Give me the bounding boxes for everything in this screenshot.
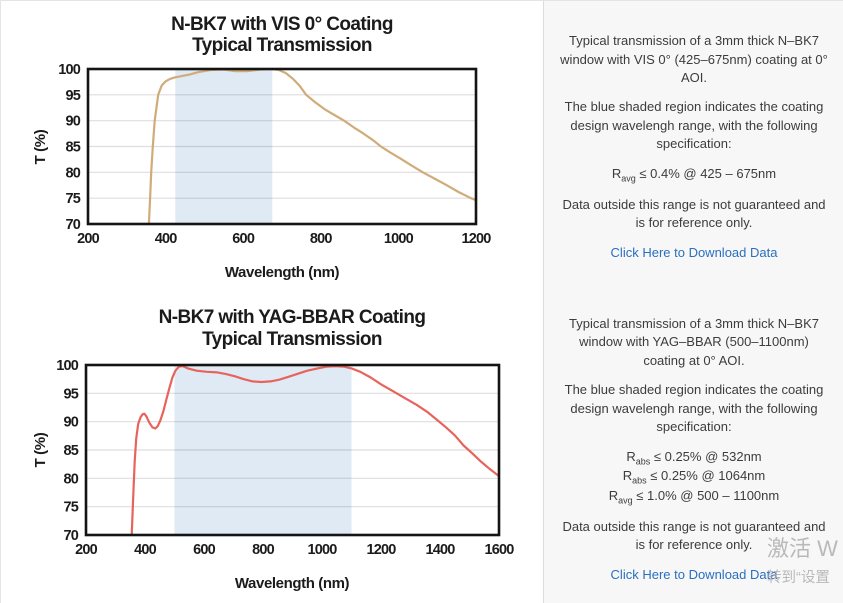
yag-y-axis-label: T (%) xyxy=(32,432,49,467)
y-tick-label: 95 xyxy=(63,386,78,402)
y-tick-label: 85 xyxy=(65,140,80,156)
x-tick-label: 200 xyxy=(77,231,100,247)
x-tick-label: 1000 xyxy=(384,231,414,247)
transmission-curve xyxy=(130,365,499,535)
spec-subscript: abs xyxy=(632,475,647,486)
plot-border xyxy=(86,67,478,226)
y-tick-label: 80 xyxy=(63,471,78,487)
vis-chart-cell: 70 75 80 85 90 95 100 200 400 600 800 1000 1200 N-BK… xyxy=(1,1,543,294)
x-tick-label: 1200 xyxy=(461,231,491,247)
vis-download-data-link[interactable]: Click Here to Download Data xyxy=(610,244,778,260)
spec-value: ≤ 0.25% @ 532nm xyxy=(650,448,762,464)
vis-spec-ravg: Ravg ≤ 0.4% @ 425 – 675nm xyxy=(612,165,776,185)
x-tick-label: 600 xyxy=(232,231,255,247)
x-tick-label: 400 xyxy=(134,542,157,558)
vis-coating-chart: 70 75 80 85 90 95 100 200 400 600 800 1000 1200 N-BK… xyxy=(32,14,492,281)
vis-description-panel: Typical transmission of a 3mm thick N–BK… xyxy=(543,1,843,294)
design-band xyxy=(174,365,352,535)
yag-chart-cell: 70 75 80 85 90 95 100 200 400 600 800 1000 1200 1400 1… xyxy=(1,290,543,603)
yag-spec-rabs-1064: Rabs ≤ 0.25% @ 1064nm xyxy=(609,467,779,487)
x-tick-label: 200 xyxy=(75,542,98,558)
x-tick-label: 1400 xyxy=(425,542,455,558)
vis-section: 70 75 80 85 90 95 100 200 400 600 800 1000 1200 N-BK… xyxy=(1,1,843,294)
yag-spec-rabs-532: Rabs ≤ 0.25% @ 532nm xyxy=(609,448,779,468)
yag-description-panel: Typical transmission of a 3mm thick N–BK… xyxy=(543,290,843,603)
vis-chart-subtitle: Typical Transmission xyxy=(192,35,372,56)
spec-value: ≤ 0.4% @ 425 – 675nm xyxy=(635,165,777,181)
x-tick-label: 1200 xyxy=(366,542,396,558)
yag-chart-title: N-BK7 with YAG-BBAR Coating xyxy=(159,307,426,328)
spec-subscript: avg xyxy=(618,495,633,506)
spec-base: R xyxy=(608,488,619,504)
spec-value: ≤ 0.25% @ 1064nm xyxy=(646,468,766,484)
spec-value: ≤ 1.0% @ 500 – 1100nm xyxy=(632,488,780,504)
yag-x-axis-label: Wavelength (nm) xyxy=(235,575,350,592)
y-tick-label: 90 xyxy=(65,114,80,130)
y-tick-label: 85 xyxy=(63,443,78,459)
y-tick-label: 70 xyxy=(65,217,80,233)
vis-description-3: Data outside this range is not guarantee… xyxy=(562,196,826,230)
spec-base: R xyxy=(622,468,633,484)
plot-border xyxy=(84,363,501,537)
x-tick-label: 800 xyxy=(252,542,275,558)
spec-base: R xyxy=(611,165,622,181)
design-band xyxy=(175,69,273,224)
spec-subscript: avg xyxy=(621,173,636,184)
yag-section: 70 75 80 85 90 95 100 200 400 600 800 1000 1200 1400 1… xyxy=(1,289,843,603)
x-tick-label: 1000 xyxy=(307,542,337,558)
yag-download-data-link[interactable]: Click Here to Download Data xyxy=(610,567,778,583)
yag-spec-ravg: Ravg ≤ 1.0% @ 500 – 1100nm xyxy=(609,487,779,507)
yag-plot-layer: 70 75 80 85 90 95 100 200 400 600 800 1000 1200 1400 1… xyxy=(56,358,515,558)
vis-plot-layer: 70 75 80 85 90 95 100 200 400 600 800 1000 1200 xyxy=(58,62,492,247)
yag-spec-list: Rabs ≤ 0.25% @ 532nm Rabs ≤ 0.25% @ 1064… xyxy=(609,448,779,507)
spec-subscript: abs xyxy=(635,456,651,467)
y-tick-label: 100 xyxy=(58,62,81,78)
transmission-curve xyxy=(147,69,476,224)
yag-bbar-chart: 70 75 80 85 90 95 100 200 400 600 800 1000 1200 1400 1… xyxy=(32,307,515,592)
vis-y-axis-label: T (%) xyxy=(32,129,49,164)
y-tick-label: 80 xyxy=(65,165,80,181)
spec-base: R xyxy=(626,448,636,464)
y-tick-label: 75 xyxy=(65,191,80,207)
yag-description-2: The blue shaded region indicates the coa… xyxy=(564,382,824,435)
yag-chart-subtitle: Typical Transmission xyxy=(202,329,382,350)
x-tick-label: 1600 xyxy=(484,542,514,558)
yag-description-1: Typical transmission of a 3mm thick N–BK… xyxy=(569,315,819,368)
yag-description-3: Data outside this range is not guarantee… xyxy=(562,518,826,553)
x-tick-label: 600 xyxy=(193,542,216,558)
vis-description-2: The blue shaded region indicates the coa… xyxy=(564,99,824,152)
y-tick-label: 70 xyxy=(63,528,78,544)
y-tick-label: 75 xyxy=(63,500,78,516)
x-tick-label: 800 xyxy=(310,231,333,247)
vis-chart-title: N-BK7 with VIS 0° Coating xyxy=(171,14,393,35)
vis-spec-list: Ravg ≤ 0.4% @ 425 – 675nm xyxy=(612,165,776,185)
y-tick-label: 100 xyxy=(56,358,79,374)
y-tick-label: 95 xyxy=(65,88,80,104)
y-tick-label: 90 xyxy=(63,415,78,431)
vis-x-axis-label: Wavelength (nm) xyxy=(225,264,340,281)
x-tick-label: 400 xyxy=(155,231,178,247)
vis-description-1: Typical transmission of a 3mm thick N–BK… xyxy=(560,33,828,85)
